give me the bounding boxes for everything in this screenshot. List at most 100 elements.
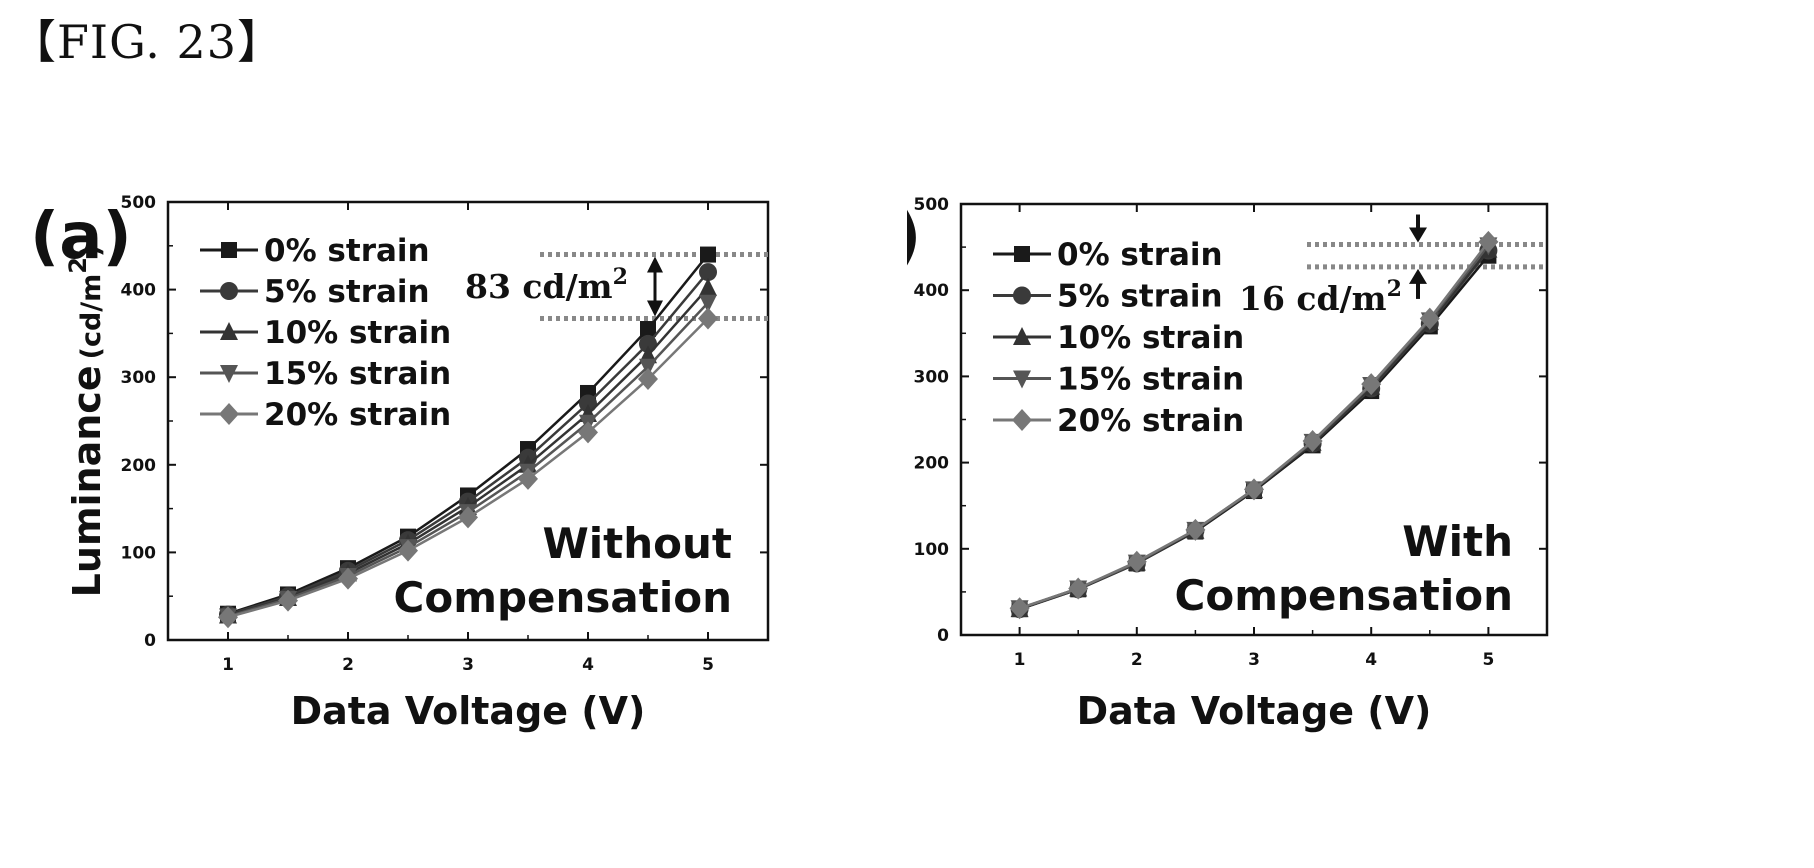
y-tick-label: 200 [914, 454, 950, 474]
data-point [458, 506, 478, 529]
legend-marker [1012, 409, 1032, 431]
legend-marker [1013, 286, 1031, 305]
data-point [640, 321, 656, 338]
x-tick-label: 1 [1014, 650, 1026, 670]
legend-entry: 15% strain [200, 356, 451, 392]
legend-label: 20% strain [1057, 403, 1244, 439]
y-tick-label: 300 [121, 368, 157, 388]
legend-label: 20% strain [264, 397, 451, 433]
x-tick-label: 5 [1482, 650, 1494, 670]
y-tick-label: 0 [937, 626, 949, 646]
data-point [338, 567, 358, 590]
data-point [278, 589, 298, 612]
y-tick-label: 500 [914, 195, 950, 215]
data-point [699, 294, 717, 313]
data-point [1068, 577, 1089, 600]
legend-entry: 5% strain [993, 279, 1223, 315]
legend-label: 15% strain [264, 356, 451, 392]
y-axis-label-unit: (cd/m [76, 274, 107, 360]
y-axis-label-main: Luminance [65, 365, 109, 597]
annotation-label-sup: 2 [1387, 276, 1402, 302]
annotation-arrow-up-head [647, 256, 663, 273]
y-tick-label: 100 [121, 543, 157, 563]
annotation-label-text: 83 cd/m [465, 267, 613, 306]
data-point [638, 367, 658, 390]
data-point [1419, 307, 1440, 330]
legend-entry: 10% strain [200, 315, 451, 351]
y-axis-label-unit-sup: 2 [64, 257, 92, 274]
legend-marker [1013, 327, 1031, 345]
x-tick-label: 4 [1365, 650, 1377, 670]
data-point [698, 307, 718, 330]
legend-entry: 20% strain [993, 403, 1244, 439]
data-point [699, 263, 717, 282]
data-point [1009, 597, 1030, 620]
x-tick-label: 3 [462, 655, 474, 675]
note-line-1: Without [542, 519, 732, 568]
data-point [1185, 518, 1206, 541]
annotation-arrow-down-head [1409, 227, 1427, 243]
panel-label: (a) [30, 200, 132, 274]
legend-marker [220, 365, 238, 383]
y-tick-label: 300 [914, 367, 950, 387]
legend-label: 0% strain [1057, 237, 1223, 273]
legend-marker [1013, 370, 1031, 389]
data-point [699, 277, 717, 296]
x-tick-label: 2 [342, 655, 354, 675]
note-line-2: Compensation [1175, 571, 1513, 620]
series-4 [218, 307, 718, 629]
data-point [1126, 550, 1147, 573]
y-tick-label: 200 [121, 456, 157, 476]
x-axis-label: Data Voltage (V) [1077, 689, 1432, 733]
x-axis-label: Data Voltage (V) [291, 689, 646, 733]
legend-marker [1014, 246, 1030, 262]
x-tick-label: 3 [1248, 650, 1260, 670]
data-point [1244, 478, 1264, 501]
panel-label: (b) [907, 200, 921, 274]
data-point [518, 467, 538, 490]
legend-label: 10% strain [1057, 320, 1244, 356]
x-tick-label: 4 [582, 655, 594, 675]
y-tick-label: 400 [121, 281, 157, 301]
legend-marker [221, 242, 237, 258]
y-tick-label: 400 [914, 281, 950, 301]
legend-entry: 20% strain [200, 397, 451, 433]
legend-entry: 15% strain [993, 362, 1244, 398]
y-tick-label: 100 [914, 540, 950, 560]
note-line-1: With [1402, 517, 1513, 566]
legend-label: 10% strain [264, 315, 451, 351]
legend-marker [220, 322, 238, 340]
legend-label: 5% strain [264, 274, 430, 310]
data-point [1478, 230, 1499, 253]
data-point [218, 606, 238, 629]
legend-entry: 10% strain [993, 320, 1244, 356]
series-4 [1009, 230, 1499, 620]
legend-entry: 5% strain [200, 274, 430, 310]
annotation-label: 83 cd/m2 [465, 264, 628, 306]
y-axis-label: Luminance (cd/m2) [64, 245, 109, 598]
data-point [1302, 430, 1323, 453]
legend-label: 15% strain [1057, 362, 1244, 398]
note-line-2: Compensation [394, 573, 732, 622]
annotation-label-sup: 2 [613, 264, 628, 290]
annotation-arrow-up-head [1409, 268, 1427, 284]
x-tick-label: 2 [1131, 650, 1143, 670]
data-point [578, 421, 598, 444]
legend-label: 0% strain [264, 233, 430, 269]
figure-label: 【FIG. 23】 [10, 15, 284, 69]
data-point [398, 539, 418, 562]
data-point [700, 246, 716, 263]
legend-label: 5% strain [1057, 279, 1223, 315]
y-tick-label: 500 [121, 193, 157, 213]
chart-a: 1 2 3 4 5 0 100 200 300 400 500 Data Voltage (V) Lum… [30, 193, 770, 733]
y-axis-label-unit-close: ) [76, 245, 107, 257]
legend-entry: 0% strain [993, 237, 1223, 273]
y-tick-label: 0 [144, 631, 156, 651]
legend-marker [220, 282, 238, 300]
data-point [639, 358, 657, 377]
annotation-label: 16 cd/m2 [1239, 276, 1402, 318]
x-tick-label: 5 [702, 655, 714, 675]
legend-entry: 0% strain [200, 233, 430, 269]
legend-marker [219, 403, 239, 425]
